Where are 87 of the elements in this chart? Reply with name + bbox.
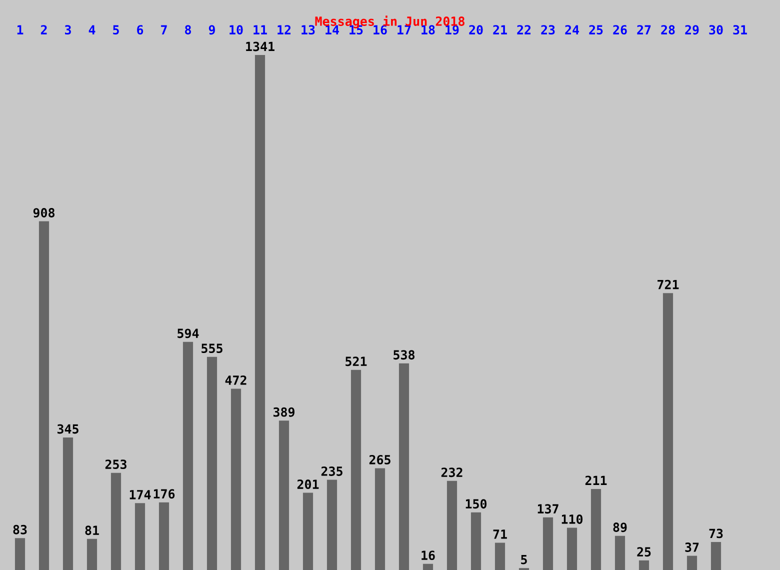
bar [398, 363, 410, 570]
bar [158, 502, 170, 570]
data-label: 137 [538, 504, 558, 514]
bar [86, 538, 98, 570]
data-label: 201 [297, 480, 319, 489]
x-tick-label: 25 [589, 25, 603, 35]
data-label: 472 [225, 375, 246, 385]
bar [614, 536, 626, 570]
bar [662, 293, 674, 570]
bar [206, 356, 218, 570]
bar [374, 468, 386, 570]
x-tick-label: 11 [254, 25, 267, 34]
data-label: 5 [521, 554, 527, 564]
bar [254, 55, 266, 570]
bar [422, 564, 434, 570]
x-tick-label: 21 [493, 25, 507, 34]
data-label: 83 [13, 524, 27, 534]
data-label: 232 [441, 468, 462, 478]
data-label: 73 [709, 528, 723, 538]
data-label: 176 [154, 489, 175, 499]
bar [38, 221, 50, 570]
x-tick-label: 8 [185, 25, 191, 35]
bar [566, 528, 578, 570]
data-label: 174 [130, 490, 151, 500]
data-label: 16 [422, 550, 435, 560]
bar [14, 538, 26, 570]
bar [350, 370, 362, 570]
x-tick-label: 7 [161, 25, 167, 34]
bar [470, 512, 482, 570]
data-label: 89 [613, 522, 627, 532]
data-label: 81 [85, 526, 99, 536]
x-tick-label: 17 [398, 25, 411, 34]
bar [182, 342, 194, 570]
data-label: 25 [637, 547, 651, 557]
data-label: 211 [585, 476, 607, 485]
bar [134, 503, 146, 570]
bar [230, 388, 242, 570]
data-label: 110 [562, 514, 583, 524]
data-label: 908 [33, 208, 54, 218]
data-label: 235 [321, 466, 342, 476]
x-tick-label: 31 [733, 25, 747, 35]
x-tick-label: 20 [469, 25, 483, 35]
x-tick-label: 27 [637, 25, 651, 34]
bar [542, 517, 554, 570]
bar [710, 542, 722, 570]
bar [278, 420, 290, 570]
x-tick-label: 26 [613, 25, 627, 35]
bar [686, 556, 698, 570]
data-label: 555 [202, 344, 222, 354]
x-tick-label: 18 [422, 25, 435, 35]
x-tick-label: 13 [302, 25, 315, 35]
data-label: 265 [369, 454, 390, 464]
data-label: 1341 [246, 42, 274, 52]
data-label: 594 [178, 328, 199, 338]
x-tick-label: 10 [230, 25, 243, 35]
x-tick-label: 4 [88, 25, 96, 34]
data-label: 721 [658, 280, 679, 290]
bar [446, 480, 458, 570]
x-tick-label: 2 [40, 25, 47, 34]
data-label: 150 [466, 499, 487, 509]
x-tick-label: 9 [208, 25, 215, 35]
x-tick-label: 12 [278, 25, 290, 34]
x-tick-label: 5 [113, 25, 119, 35]
x-tick-label: 29 [685, 25, 699, 35]
bar [326, 480, 338, 570]
data-label: 389 [273, 407, 294, 417]
x-tick-label: 1 [17, 25, 24, 34]
data-label: 521 [346, 356, 367, 366]
data-label: 37 [685, 542, 699, 552]
data-label: 345 [57, 424, 78, 434]
x-tick-label: 19 [446, 25, 459, 35]
data-label: 538 [394, 350, 414, 360]
bar [62, 438, 74, 570]
data-label: 71 [493, 530, 507, 539]
bar [638, 560, 650, 570]
bar [590, 488, 602, 570]
bar [494, 542, 506, 570]
x-tick-label: 24 [565, 25, 579, 34]
bar [110, 472, 122, 570]
bar [302, 492, 314, 570]
x-tick-label: 23 [541, 25, 555, 35]
x-tick-label: 3 [65, 25, 71, 35]
data-label: 253 [105, 460, 126, 470]
x-tick-label: 6 [137, 25, 144, 35]
x-tick-label: 22 [517, 25, 530, 34]
x-tick-label: 30 [709, 25, 723, 35]
x-tick-label: 28 [661, 25, 675, 35]
